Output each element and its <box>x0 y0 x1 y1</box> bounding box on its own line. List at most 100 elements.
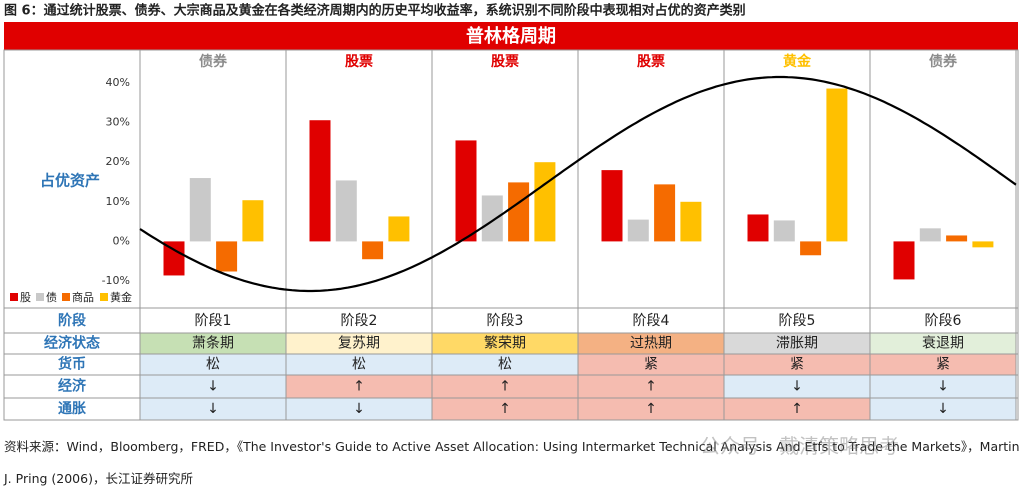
legend-label: 黄金 <box>110 290 132 304</box>
cell-text: ↓ <box>937 401 949 417</box>
y-tick-label: -10% <box>102 274 130 287</box>
cell <box>140 398 286 420</box>
panel-label: 债券 <box>199 53 228 70</box>
legend-swatch <box>10 293 18 301</box>
cell <box>432 333 578 354</box>
cell-text: ↑ <box>499 379 511 395</box>
cell-text: 衰退期 <box>922 335 964 352</box>
panel-label: 股票 <box>345 54 373 70</box>
bar <box>826 88 848 242</box>
bar <box>242 200 264 242</box>
cell <box>286 333 432 354</box>
chart-title: 普林格周期 <box>466 25 556 47</box>
cell-text: 萧条期 <box>192 335 234 352</box>
cell-text: 紧 <box>790 357 804 373</box>
bar <box>680 201 702 242</box>
y-tick-label: 20% <box>106 155 130 168</box>
cell-text: 繁荣期 <box>484 336 526 352</box>
cell <box>140 354 286 375</box>
cell-text: ↑ <box>645 379 657 395</box>
cell-text: ↑ <box>645 401 657 417</box>
bar <box>946 235 968 242</box>
cell <box>724 333 870 354</box>
cell-text: ↓ <box>353 401 365 417</box>
bar <box>654 184 676 242</box>
cell-text: 过热期 <box>630 336 672 352</box>
bar <box>601 170 623 242</box>
cell <box>724 354 870 375</box>
legend-label: 股 <box>20 291 31 304</box>
cell <box>432 354 578 375</box>
frame <box>3 49 1019 421</box>
figure-title: 图 6：通过统计股票、债券、大宗商品及黄金在各类经济周期内的历史平均收益率，系统… <box>4 3 746 19</box>
bar <box>972 241 994 248</box>
bar <box>747 214 769 242</box>
cell-text: 紧 <box>644 357 658 373</box>
stage-label: 阶段3 <box>487 313 524 329</box>
cell-text: ↓ <box>791 379 803 395</box>
cell-text: 松 <box>498 357 512 373</box>
bar <box>534 162 556 242</box>
cell-text: ↑ <box>791 401 803 417</box>
cell <box>724 398 870 420</box>
stage-label: 阶段4 <box>633 313 670 329</box>
cell <box>578 375 724 398</box>
bar <box>335 180 357 242</box>
row-label: 经济 <box>58 378 87 395</box>
bar <box>362 241 384 260</box>
watermark: 公众号 · 戴清策略思考 <box>700 434 900 458</box>
cell <box>578 333 724 354</box>
cell-text: 松 <box>206 357 220 373</box>
legend-label: 商品 <box>72 290 94 304</box>
cell <box>140 375 286 398</box>
cell-text: 滞胀期 <box>776 336 818 352</box>
bar <box>800 241 822 256</box>
cell <box>870 375 1016 398</box>
cell <box>870 354 1016 375</box>
cell <box>140 333 286 354</box>
bar <box>455 140 477 242</box>
cell <box>286 354 432 375</box>
y-tick-label: 10% <box>106 195 130 208</box>
legend-swatch <box>62 293 70 301</box>
bar <box>481 195 503 242</box>
panel-label: 股票 <box>491 54 519 70</box>
stage-label: 阶段2 <box>341 313 378 329</box>
bar <box>508 182 530 242</box>
cell-text: ↓ <box>207 401 219 417</box>
cell <box>286 375 432 398</box>
row-label: 经济状态 <box>44 335 100 352</box>
legend-label: 债 <box>46 290 57 304</box>
bar <box>388 216 410 242</box>
y-tick-label: 40% <box>106 76 130 89</box>
stage-label: 阶段6 <box>925 313 962 329</box>
row-label: 货币 <box>57 356 86 373</box>
bar <box>163 241 185 276</box>
bar <box>773 220 795 242</box>
y-tick-label: 0% <box>113 234 130 247</box>
cell-text: ↓ <box>937 379 949 395</box>
bar <box>919 228 941 242</box>
cell-text: ↑ <box>353 379 365 395</box>
row-label: 阶段 <box>58 312 86 329</box>
bar <box>309 120 331 242</box>
stage-label: 阶段5 <box>779 313 816 329</box>
row-label: 通胀 <box>58 401 86 417</box>
cell <box>432 398 578 420</box>
cell-text: ↓ <box>207 379 219 395</box>
legend-swatch <box>36 293 44 301</box>
source: 资料来源：Wind，Bloomberg，FRED，《The Investor's… <box>4 439 1020 486</box>
cell <box>870 398 1016 420</box>
cell-text: ↑ <box>499 401 511 417</box>
bar <box>627 219 649 242</box>
y-tick-label: 30% <box>106 116 130 129</box>
cell <box>286 398 432 420</box>
cell-text: 松 <box>352 357 366 373</box>
y-label: 占优资产 <box>40 172 100 190</box>
cell <box>578 354 724 375</box>
stage-label: 阶段1 <box>195 313 232 329</box>
panel-label: 债券 <box>929 53 958 70</box>
panel-label: 黄金 <box>783 53 812 70</box>
title-banner <box>4 22 1018 50</box>
cell-text: 紧 <box>936 357 950 373</box>
